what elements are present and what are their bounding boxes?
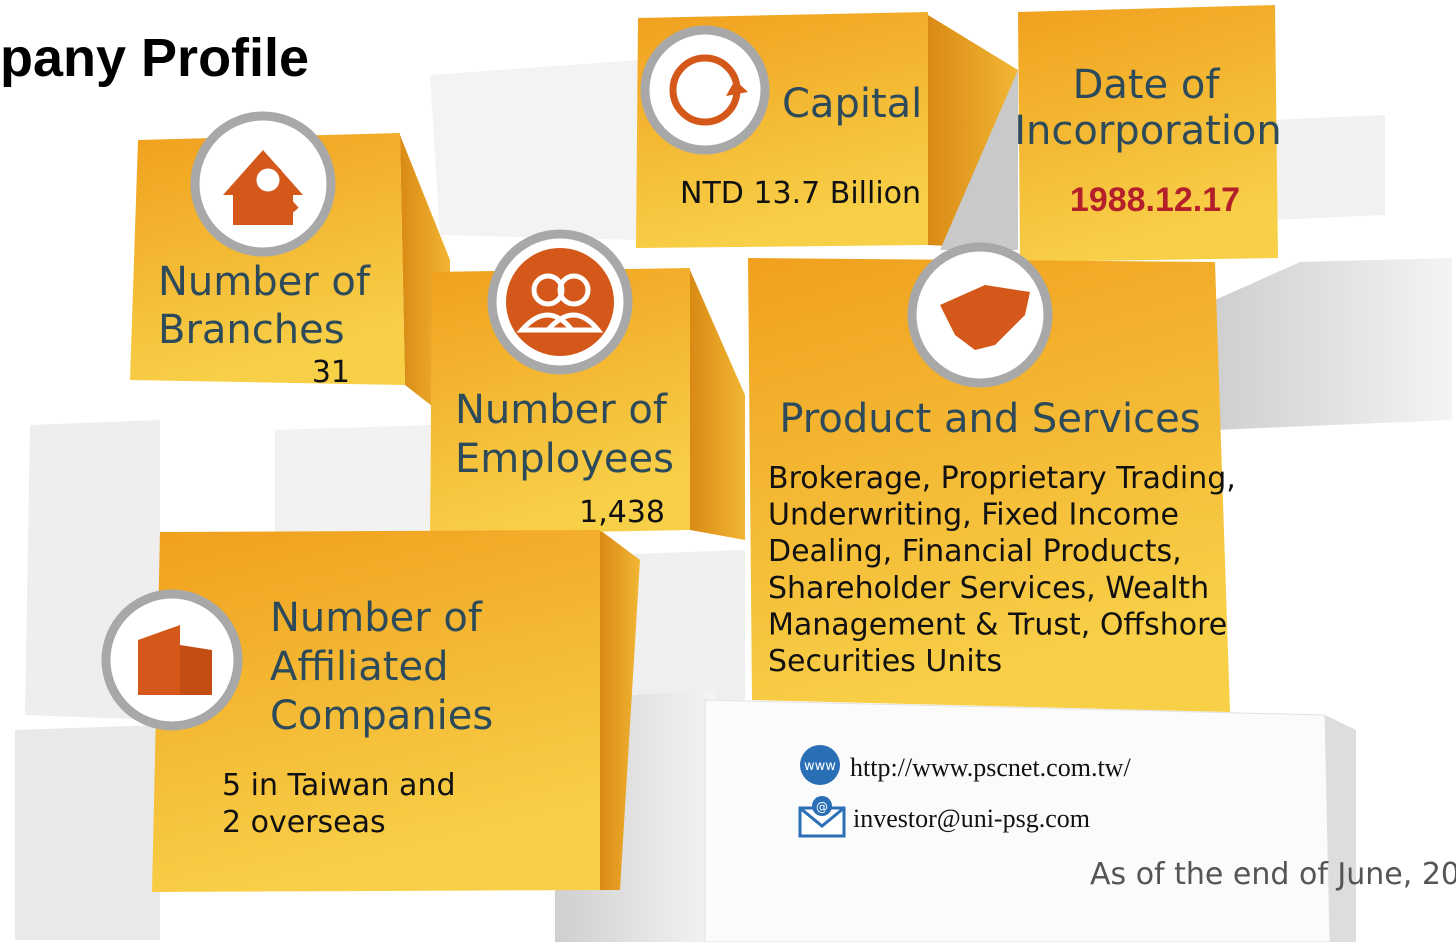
product-line: Shareholder Services, Wealth: [768, 571, 1209, 606]
web-icon-label: www: [804, 759, 836, 774]
block-sides: [400, 15, 1018, 890]
card-value: 5 in Taiwan and: [222, 768, 456, 803]
product-line: Management & Trust, Offshore: [768, 607, 1227, 642]
mail-icon: [798, 796, 846, 838]
product-line: Securities Units: [768, 644, 1002, 679]
card-title: Branches: [158, 307, 345, 353]
card-title: Number of: [158, 259, 371, 305]
card-title: Date of: [1073, 62, 1221, 108]
card-title: Affiliated: [270, 644, 448, 690]
card-title: Capital: [782, 81, 922, 127]
product-line: Dealing, Financial Products,: [768, 534, 1182, 569]
card-title: Number of: [455, 387, 668, 433]
card-title: Companies: [270, 693, 493, 739]
product-line: Brokerage, Proprietary Trading,: [768, 461, 1236, 496]
website[interactable]: http://www.pscnet.com.tw/: [850, 753, 1131, 782]
page-title: pany Profile: [0, 28, 309, 88]
card-value: NTD 13.7 Billion: [680, 176, 921, 211]
note: As of the end of June, 202: [1090, 857, 1456, 892]
card-title: Number of: [270, 595, 483, 641]
card-title: Incorporation: [1014, 108, 1282, 154]
card-value: 31: [312, 355, 350, 390]
product-line: Underwriting, Fixed Income: [768, 498, 1179, 533]
web-icon: [800, 745, 840, 785]
product-list: Brokerage, Proprietary Trading,Underwrit…: [768, 461, 1236, 679]
card-value: 2 overseas: [222, 805, 386, 840]
card-title: Employees: [455, 436, 674, 482]
employees-card: [430, 268, 690, 535]
products-card: [748, 258, 1230, 712]
incorporation-card: [1018, 5, 1278, 262]
icons: [101, 25, 1053, 731]
card-title: Product and Services: [779, 396, 1200, 442]
card-value: 1988.12.17: [1070, 181, 1240, 219]
email[interactable]: investor@uni-psg.com: [853, 804, 1090, 833]
affiliates-card: [152, 530, 600, 892]
card-value: 1,438: [579, 495, 665, 530]
mail-icon-label: @: [816, 800, 828, 814]
